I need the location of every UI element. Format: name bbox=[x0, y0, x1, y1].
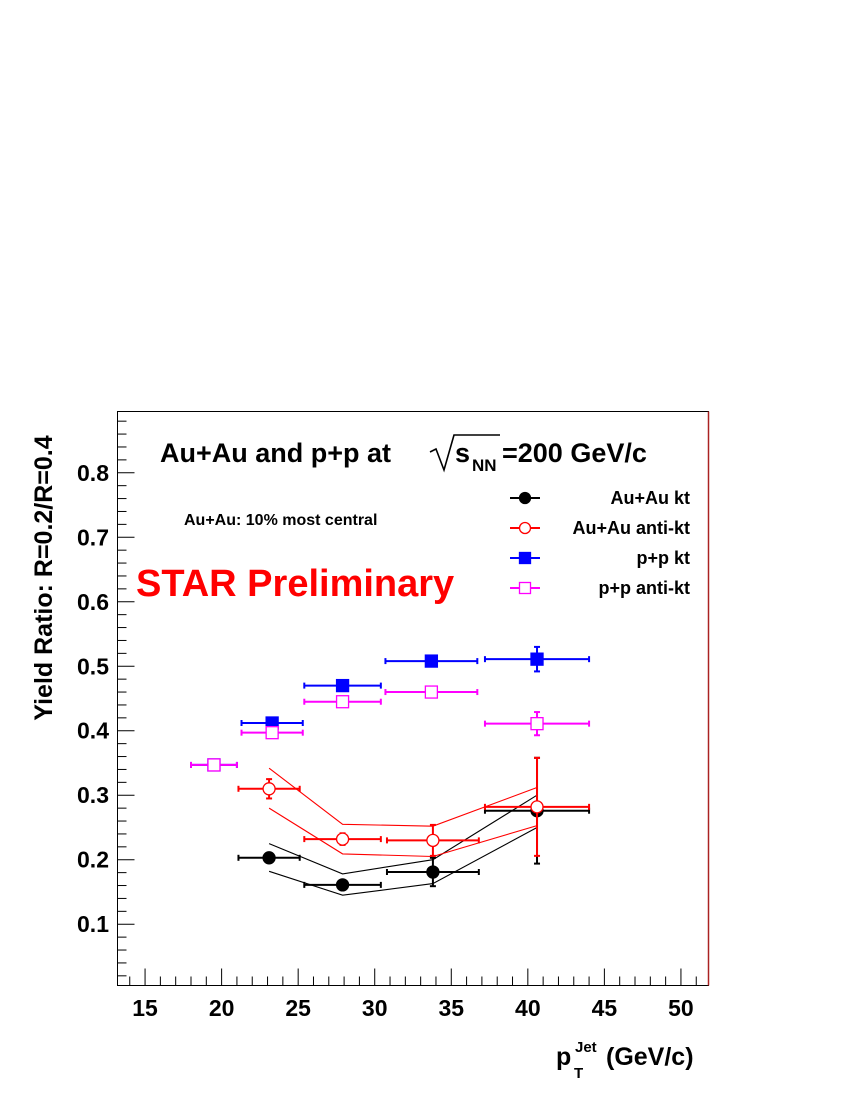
axis-ticks bbox=[117, 420, 697, 986]
legend: Au+Au kt Au+Au anti-kt p+p kt p+p anti-kt bbox=[510, 488, 690, 598]
x-axis-label-p: p bbox=[556, 1043, 571, 1071]
legend-label: p+p kt bbox=[636, 548, 690, 568]
data-point bbox=[335, 832, 350, 846]
data-point bbox=[426, 833, 440, 848]
data-point bbox=[426, 865, 440, 879]
data-point bbox=[207, 758, 221, 772]
legend-label: Au+Au anti-kt bbox=[572, 518, 690, 538]
sqrt-symbol bbox=[429, 434, 500, 473]
data-point bbox=[335, 878, 350, 892]
centrality-annotation: Au+Au: 10% most central bbox=[184, 512, 377, 529]
y-tick-label: 0.8 bbox=[77, 460, 109, 486]
y-tick-label: 0.4 bbox=[77, 718, 109, 744]
data-points bbox=[189, 645, 591, 892]
legend-label: Au+Au kt bbox=[610, 488, 690, 508]
data-point bbox=[530, 717, 544, 731]
x-axis-label: p Jet T (GeV/c) bbox=[556, 1039, 694, 1082]
x-axis-label-unit: (GeV/c) bbox=[606, 1043, 694, 1071]
title-sqrt-s: s bbox=[455, 438, 470, 468]
systematic-band-line bbox=[268, 827, 538, 896]
y-tick-label: 0.2 bbox=[77, 847, 109, 873]
axis-tick-labels: 15 20 25 30 35 40 45 50 0.1 0.2 0.3 0.4 0.5 0.6 0.7 0.8 bbox=[77, 460, 694, 1021]
systematic-band-line bbox=[268, 767, 538, 827]
data-point bbox=[424, 654, 439, 668]
data-point bbox=[530, 652, 544, 666]
title-suffix: =200 GeV/c bbox=[502, 438, 647, 468]
systematic-band-line bbox=[268, 794, 538, 875]
systematic-bands bbox=[268, 767, 538, 896]
title-subscript-nn: NN bbox=[472, 456, 497, 475]
legend-marker bbox=[518, 491, 532, 505]
x-tick-label: 40 bbox=[515, 995, 541, 1021]
y-tick-label: 0.1 bbox=[77, 911, 109, 937]
x-tick-label: 30 bbox=[362, 995, 388, 1021]
y-tick-label: 0.6 bbox=[77, 589, 109, 615]
x-tick-label: 45 bbox=[592, 995, 618, 1021]
x-tick-label: 50 bbox=[668, 995, 694, 1021]
data-point bbox=[530, 800, 544, 814]
y-tick-label: 0.7 bbox=[77, 524, 109, 550]
data-point bbox=[335, 678, 350, 693]
y-tick-label: 0.5 bbox=[77, 653, 109, 679]
systematic-band-line bbox=[268, 807, 538, 858]
legend-marker bbox=[518, 581, 532, 595]
legend-label: p+p anti-kt bbox=[598, 578, 690, 598]
data-point bbox=[424, 685, 439, 699]
data-point bbox=[265, 726, 279, 740]
y-tick-label: 0.3 bbox=[77, 782, 109, 808]
data-point bbox=[262, 782, 276, 796]
x-axis-label-sup: Jet bbox=[575, 1039, 597, 1056]
chart-title: Au+Au and p+p at bbox=[160, 438, 391, 468]
legend-marker bbox=[518, 551, 532, 565]
legend-marker bbox=[518, 521, 532, 535]
data-point bbox=[262, 851, 276, 865]
y-axis-label: Yield Ratio: R=0.2/R=0.4 bbox=[30, 435, 58, 720]
x-axis-label-sub: T bbox=[574, 1065, 583, 1082]
x-tick-label: 20 bbox=[209, 995, 235, 1021]
x-tick-label: 25 bbox=[285, 995, 311, 1021]
x-tick-label: 15 bbox=[132, 995, 158, 1021]
star-preliminary-label: STAR Preliminary bbox=[136, 563, 454, 605]
x-tick-label: 35 bbox=[438, 995, 464, 1021]
data-point bbox=[335, 695, 350, 709]
